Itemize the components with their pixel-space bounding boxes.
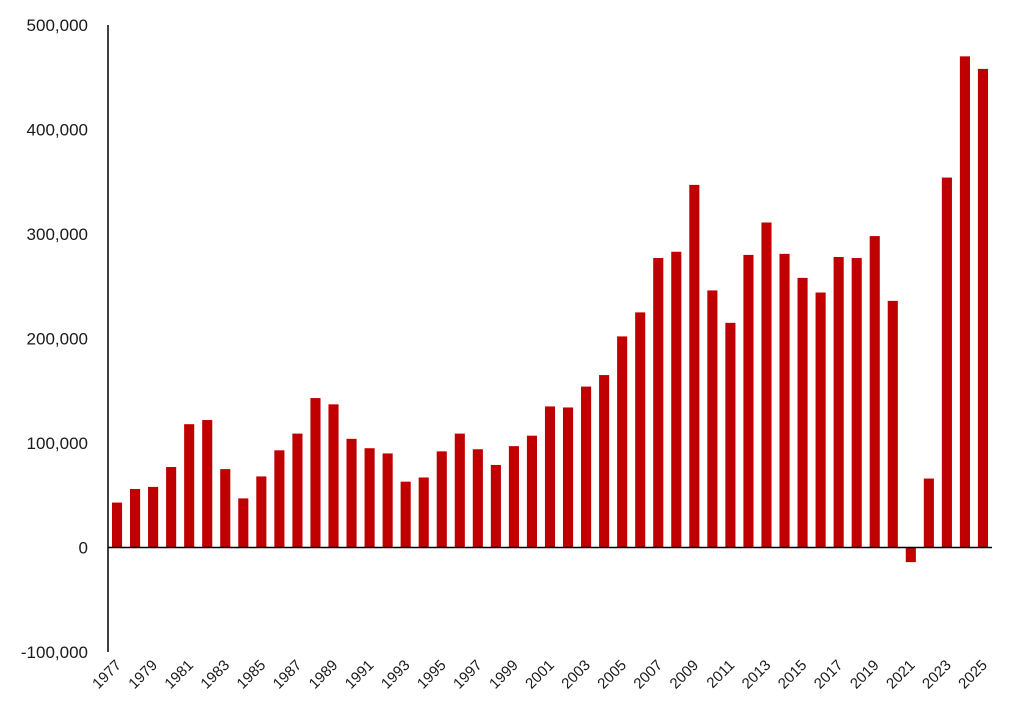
- axes: [107, 25, 992, 652]
- y-tick-label: 300,000: [27, 225, 88, 244]
- bar: [490, 464, 501, 548]
- bar: [111, 502, 123, 548]
- x-tick-label: 1993: [378, 657, 414, 693]
- bar: [184, 424, 195, 548]
- y-tick-label: -100,000: [21, 643, 88, 662]
- bar: [148, 486, 159, 548]
- bar: [635, 312, 646, 548]
- bar: [238, 498, 249, 548]
- bar: [887, 300, 898, 548]
- bar: [959, 56, 970, 548]
- bar: [400, 481, 411, 548]
- bar: [869, 236, 880, 548]
- bar: [797, 277, 808, 548]
- y-axis-tick-labels: 500,000 400,000 300,000 200,000 100,000 0 -100…: [21, 16, 88, 662]
- y-tick-label: 500,000: [27, 16, 88, 35]
- bar: [508, 446, 519, 548]
- bar: [130, 488, 141, 548]
- bar: [761, 222, 772, 548]
- x-tick-label: 2025: [955, 657, 991, 693]
- bar: [346, 438, 357, 548]
- x-tick-label: 2005: [594, 657, 630, 693]
- bar: [941, 177, 952, 548]
- bar: [544, 406, 556, 548]
- bar: [292, 433, 303, 548]
- x-tick-label: 2015: [775, 657, 811, 693]
- x-tick-label: 1987: [270, 657, 306, 693]
- bar: [274, 450, 285, 548]
- bar: [923, 478, 934, 548]
- y-tick-label: 0: [79, 539, 88, 558]
- x-axis-tick-labels: 1977 1979 1981 1983 1985 1987 1989 1991 1993 1995…: [89, 657, 991, 693]
- bar: [436, 451, 447, 548]
- x-tick-label: 2007: [630, 657, 666, 693]
- bar: [581, 386, 592, 548]
- bar: [815, 292, 826, 548]
- bar: [382, 453, 393, 548]
- bar: [454, 433, 465, 548]
- bar: [743, 254, 754, 548]
- x-tick-label: 2003: [558, 657, 594, 693]
- y-tick-label: 200,000: [27, 330, 88, 349]
- x-tick-label: 2013: [739, 657, 775, 693]
- x-tick-label: 2011: [703, 657, 738, 692]
- x-tick-label: 2021: [883, 657, 919, 693]
- x-tick-label: 1985: [234, 657, 270, 693]
- bar: [689, 184, 700, 548]
- x-tick-label: 1995: [414, 657, 450, 693]
- bar: [653, 258, 664, 548]
- bar: [977, 68, 989, 548]
- x-tick-label: 2001: [522, 657, 558, 693]
- x-tick-label: 1989: [306, 657, 342, 693]
- bar: [202, 420, 213, 548]
- bar: [418, 477, 429, 548]
- bar: [166, 467, 177, 548]
- bar: [310, 398, 321, 548]
- x-tick-label: 2017: [811, 657, 847, 693]
- bar: [472, 449, 483, 548]
- bar: [364, 448, 375, 548]
- x-tick-label: 1979: [125, 657, 161, 693]
- bars: [111, 56, 989, 563]
- bar: [328, 404, 339, 548]
- bar: [833, 256, 844, 548]
- x-tick-label: 2009: [667, 657, 703, 693]
- y-tick-label: 400,000: [27, 121, 88, 140]
- bar: [562, 407, 574, 548]
- bar: [905, 547, 916, 563]
- x-tick-label: 1981: [161, 657, 197, 693]
- x-tick-label: 2019: [847, 657, 883, 693]
- x-tick-label: 1977: [89, 657, 125, 693]
- bar: [707, 290, 718, 548]
- bar: [599, 375, 610, 548]
- x-tick-label: 1997: [450, 657, 486, 693]
- bar: [725, 322, 736, 548]
- x-tick-label: 2023: [919, 657, 955, 693]
- bar: [256, 476, 267, 548]
- bar: [671, 251, 682, 548]
- bar: [220, 469, 231, 548]
- bar: [779, 253, 790, 548]
- bar: [851, 258, 862, 548]
- x-tick-label: 1999: [486, 657, 522, 693]
- x-tick-label: 1983: [197, 657, 233, 693]
- y-tick-label: 100,000: [27, 434, 88, 453]
- x-tick-label: 1991: [342, 657, 378, 693]
- bar: [617, 336, 628, 548]
- bar: [526, 435, 538, 548]
